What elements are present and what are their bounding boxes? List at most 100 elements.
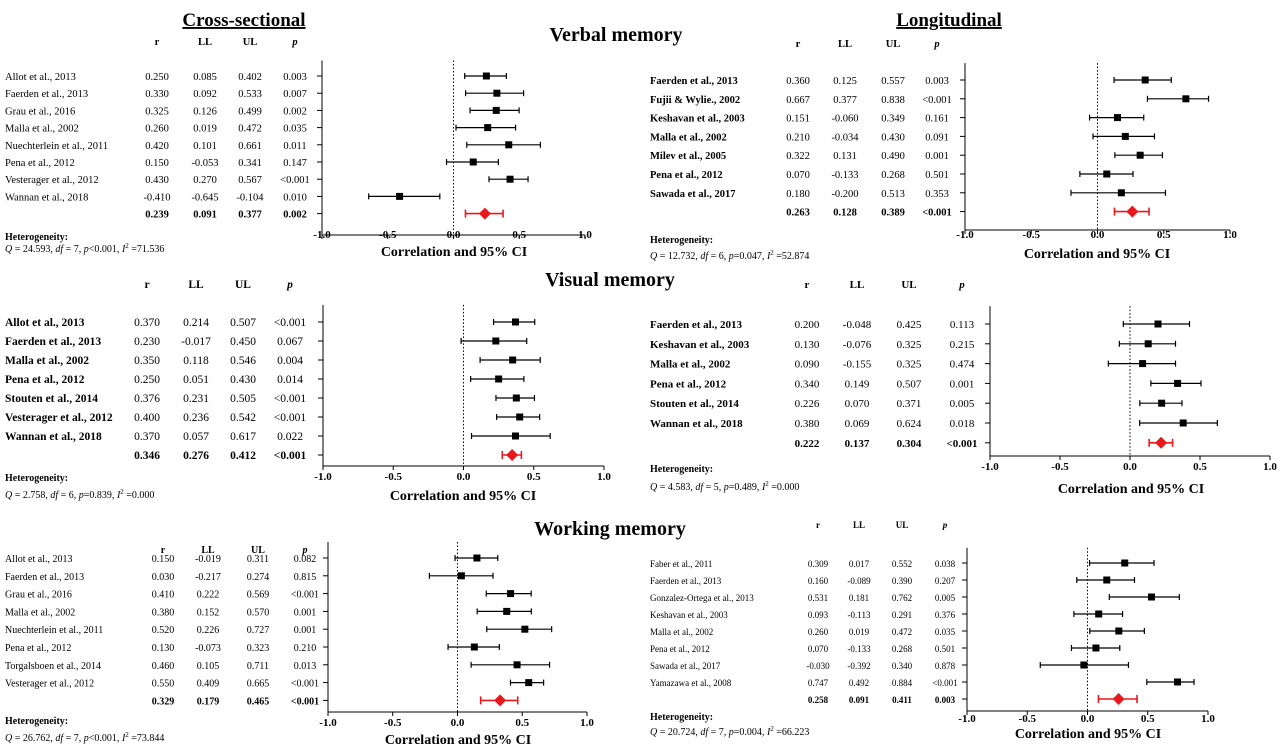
study-point <box>1174 379 1182 387</box>
column-header: LL <box>188 279 204 291</box>
study-value: -0.645 <box>191 192 218 203</box>
study-point <box>493 89 501 97</box>
study-value: 0.546 <box>230 355 256 367</box>
pooled-value: 0.091 <box>849 695 870 705</box>
study-value: 0.022 <box>277 431 303 443</box>
study-name: Pena et al., 2012 <box>5 158 75 169</box>
study-value: 0.501 <box>935 644 955 654</box>
study-value: 0.160 <box>808 576 829 586</box>
x-tick-label: 0.5 <box>1193 461 1207 473</box>
study-point <box>512 394 520 402</box>
column-header: p <box>933 39 939 50</box>
study-name: Malla et al., 2002 <box>5 124 79 135</box>
column-header: LL <box>853 520 865 530</box>
section-title-working-memory: Working memory <box>534 518 686 540</box>
study-value: 0.371 <box>897 398 922 410</box>
heterogeneity-stats: Q = 12.732, df = 6, p=0.047, I2 =52.874 <box>650 249 809 262</box>
study-point <box>1158 399 1166 407</box>
study-value: 0.570 <box>247 607 270 618</box>
column-header: r <box>144 279 149 291</box>
study-value: 0.667 <box>786 95 810 106</box>
study-point <box>1182 95 1190 103</box>
study-value: 0.492 <box>849 678 869 688</box>
section-title-visual-memory: Visual memory <box>545 269 675 291</box>
study-value: 0.035 <box>283 124 307 135</box>
study-value: 0.126 <box>193 106 217 117</box>
study-point <box>1179 419 1187 427</box>
study-value: 0.322 <box>786 151 810 162</box>
study-value: 0.085 <box>193 72 217 83</box>
column-header: p <box>291 37 297 48</box>
study-name: Pena et al., 2012 <box>650 378 727 390</box>
column-header: UL <box>251 545 265 556</box>
study-value: 0.226 <box>795 398 820 410</box>
study-value: 0.377 <box>833 95 857 106</box>
study-value: 0.268 <box>892 644 913 654</box>
pooled-value: <0.001 <box>274 450 307 462</box>
study-value: 0.210 <box>786 132 810 143</box>
study-value: 0.222 <box>197 590 220 601</box>
study-value: 0.131 <box>833 151 857 162</box>
study-value: 0.105 <box>197 661 220 672</box>
study-point <box>503 607 511 615</box>
x-tick-label: -1.0 <box>956 229 974 241</box>
pooled-diamond <box>1155 436 1168 449</box>
study-value: -0.017 <box>181 336 211 348</box>
study-value: 0.180 <box>786 189 810 200</box>
study-value: 0.499 <box>238 106 262 117</box>
study-name: Malla et al., 2002 <box>5 355 89 367</box>
x-tick-label: -0.5 <box>1019 713 1037 725</box>
study-value: 0.323 <box>247 643 270 654</box>
study-point <box>1103 576 1111 584</box>
study-name: Stouten et al., 2014 <box>5 393 98 405</box>
study-value: 0.550 <box>152 679 175 690</box>
study-point <box>1141 76 1149 84</box>
study-point <box>470 643 478 651</box>
pooled-value: <0.001 <box>946 438 977 450</box>
study-name: Yamazawa et al., 2008 <box>650 678 732 688</box>
heterogeneity-stats: Q = 4.583, df = 5, p=0.489, I2 =0.000 <box>650 480 799 493</box>
heterogeneity-label: Heterogeneity: <box>5 716 68 727</box>
study-value: 0.161 <box>925 114 949 125</box>
x-tick-label: 1.0 <box>580 717 594 729</box>
study-value: 0.118 <box>183 355 209 367</box>
study-name: Faerden et al., 2013 <box>650 576 722 586</box>
study-name: Stouten et al., 2014 <box>650 398 739 410</box>
study-name: Vesterager et al., 2012 <box>5 412 113 424</box>
study-value: 0.093 <box>808 610 829 620</box>
x-tick-label: 1.0 <box>1201 713 1215 725</box>
study-value: 0.370 <box>134 317 160 329</box>
study-value: 0.130 <box>152 643 175 654</box>
x-tick-label: -1.0 <box>313 229 331 241</box>
study-value: 0.215 <box>950 339 975 351</box>
study-value: 0.150 <box>152 554 175 565</box>
study-value: 0.501 <box>925 170 949 181</box>
study-point <box>1092 644 1100 652</box>
study-value: 0.380 <box>795 418 820 430</box>
x-tick-label: 1.0 <box>578 229 592 241</box>
study-name: Keshavan et al., 2003 <box>650 114 745 125</box>
x-tick-label: -0.5 <box>385 471 403 483</box>
column-header: r <box>805 279 810 291</box>
study-name: Fujii & Wylie., 2002 <box>650 95 740 106</box>
heterogeneity-label: Heterogeneity: <box>5 232 68 243</box>
study-point <box>511 318 519 326</box>
pooled-value: 0.329 <box>152 696 175 707</box>
study-value: 0.014 <box>277 374 303 386</box>
pooled-value: 0.412 <box>230 450 256 462</box>
study-value: 0.370 <box>134 431 160 443</box>
study-value: 0.460 <box>152 661 175 672</box>
study-value: 0.013 <box>294 661 317 672</box>
study-value: 0.067 <box>277 336 303 348</box>
study-name: Allot et al., 2013 <box>5 72 76 83</box>
study-value: 0.410 <box>152 590 175 601</box>
study-point <box>513 661 521 669</box>
x-axis-label: Correlation and 95% CI <box>1015 727 1161 742</box>
study-value: 0.838 <box>881 95 905 106</box>
study-point <box>1147 593 1155 601</box>
x-axis-label: Correlation and 95% CI <box>390 489 536 504</box>
study-value: 0.400 <box>134 412 160 424</box>
study-name: Sawada et al., 2017 <box>650 661 721 671</box>
study-value: 0.090 <box>795 359 820 371</box>
study-value: 0.557 <box>881 76 905 87</box>
